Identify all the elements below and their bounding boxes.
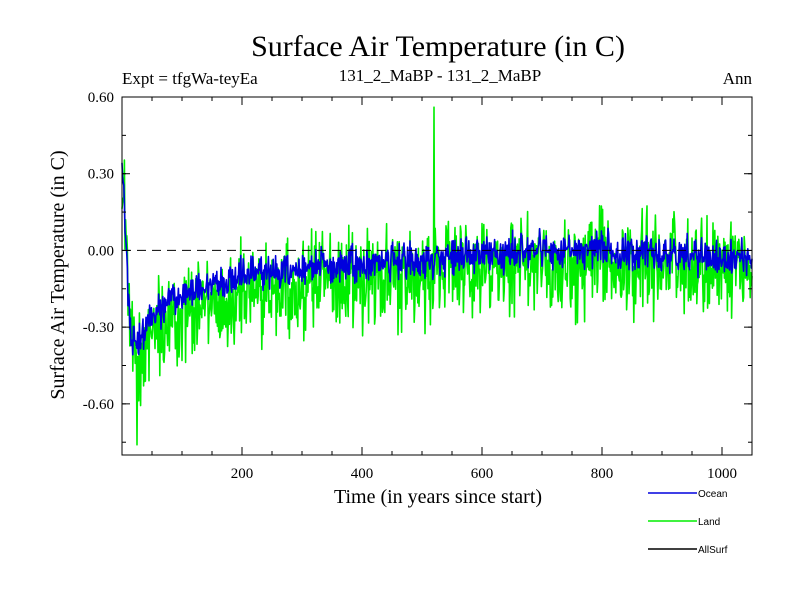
legend-label-allsurf: AllSurf	[698, 545, 728, 556]
legend-label-land: Land	[698, 517, 720, 528]
y-axis-label: Surface Air Temperature (in C)	[47, 150, 69, 399]
y-tick-label: 0.00	[88, 243, 114, 259]
legend-label-ocean: Ocean	[698, 489, 727, 500]
x-tick-label: 1000	[707, 466, 737, 482]
axis-ticks: 200 400 600 800 1000 0.60 0.30 0.00 -0.30 -0.60	[83, 90, 752, 482]
experiment-label: Expt = tfgWa-teyEa	[122, 69, 258, 88]
plot-frame	[121, 96, 753, 456]
legend: Ocean Land AllSurf	[648, 489, 728, 556]
series-line-ocean	[121, 162, 753, 356]
series-layer	[121, 106, 753, 446]
x-axis-label: Time (in years since start)	[334, 486, 542, 508]
y-tick-label: -0.30	[83, 320, 114, 336]
y-tick-label: -0.60	[83, 397, 114, 413]
x-tick-label: 200	[231, 466, 254, 482]
x-tick-label: 800	[591, 466, 614, 482]
period-label: 131_2_MaBP - 131_2_MaBP	[339, 66, 541, 85]
y-tick-label: 0.60	[88, 90, 114, 106]
x-tick-label: 400	[351, 466, 374, 482]
series-line-land	[121, 106, 753, 446]
x-tick-label: 600	[471, 466, 494, 482]
y-tick-label: 0.30	[88, 167, 114, 183]
season-label: Ann	[723, 69, 753, 88]
chart-title: Surface Air Temperature (in C)	[251, 30, 625, 63]
